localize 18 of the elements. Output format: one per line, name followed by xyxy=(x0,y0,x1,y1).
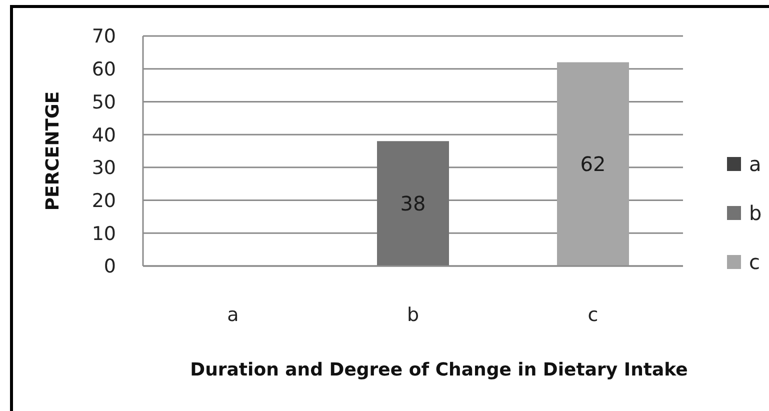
y-tick-label: 10 xyxy=(92,222,116,245)
legend-label: c xyxy=(749,250,760,274)
y-tick-label: 20 xyxy=(92,190,116,212)
legend-label: a xyxy=(749,152,762,176)
legend-label: b xyxy=(749,200,762,224)
data-label: 62 xyxy=(580,152,606,176)
y-tick-label: 70 xyxy=(92,26,116,48)
y-axis-title: PERCENTGE xyxy=(42,91,64,211)
x-tick-label: a xyxy=(227,304,239,326)
x-tick-label: c xyxy=(588,304,598,326)
y-tick-label: 0 xyxy=(104,256,116,278)
x-tick-label: b xyxy=(406,304,420,326)
y-tick-label: 40 xyxy=(92,124,116,146)
y-tick-label: 50 xyxy=(92,91,116,114)
y-tick-label: 60 xyxy=(92,58,116,81)
data-label: 38 xyxy=(400,192,426,216)
x-axis-title: Duration and Degree of Change in Dietary Intake xyxy=(190,360,688,380)
y-tick-label: 30 xyxy=(92,157,116,180)
